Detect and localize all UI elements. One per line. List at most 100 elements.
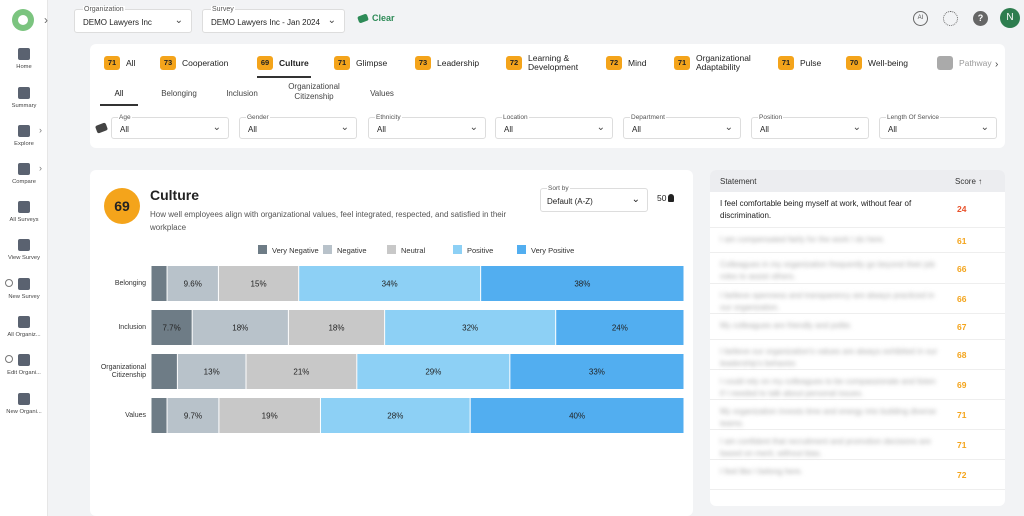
bar-segment[interactable] — [151, 354, 177, 389]
tab-pathway[interactable]: Pathway — [937, 52, 992, 74]
statement-row[interactable]: I am compensated fairly for the work I d… — [710, 228, 1005, 253]
tab-cooperation[interactable]: 73 Cooperation — [160, 52, 228, 74]
statement-row[interactable]: I feel comfortable being myself at work,… — [710, 192, 1005, 228]
bar-segment[interactable] — [481, 266, 684, 301]
tab-learning[interactable]: 72 Learning & Development — [506, 52, 578, 74]
app-logo[interactable] — [12, 9, 34, 31]
statement-row[interactable]: I could rely on my colleagues to be comp… — [710, 370, 1005, 400]
chevron-down-icon: ⌄ — [212, 122, 221, 133]
sidebar-item-home[interactable]: Home — [0, 48, 48, 70]
clipboard-icon — [18, 87, 30, 99]
bar-segment[interactable] — [167, 266, 218, 301]
statement-row[interactable]: Colleagues in my organization frequently… — [710, 253, 1005, 284]
expand-sidebar-icon[interactable]: › — [44, 13, 48, 27]
bar-segment[interactable] — [385, 310, 556, 345]
score-header-label: Score — [955, 177, 976, 186]
subtab-inclusion[interactable]: Inclusion — [226, 89, 258, 98]
bar-segment[interactable] — [470, 398, 684, 433]
filter-gender[interactable]: Gender All ⌄ — [239, 114, 357, 139]
clear-label: Clear — [372, 13, 395, 23]
filter-age[interactable]: Age All ⌄ — [111, 114, 229, 139]
filter-ethnicity[interactable]: Ethnicity All ⌄ — [368, 114, 486, 139]
sidebar-item-compare[interactable]: Compare › — [0, 163, 48, 185]
sidebar-item-new-survey[interactable]: New Survey — [0, 278, 48, 300]
statement-row[interactable]: My colleagues are friendly and polite. 67 — [710, 314, 1005, 340]
bar-segment[interactable] — [357, 354, 510, 389]
tab-leadership[interactable]: 73 Leadership — [415, 52, 479, 74]
organization-select[interactable]: Organization DEMO Lawyers Inc ⌄ — [74, 6, 192, 33]
sidebar-item-label: Edit Organi... — [7, 370, 41, 376]
info-icon — [5, 279, 13, 287]
bar-segment[interactable] — [246, 354, 357, 389]
ai-assistant-icon[interactable]: AI — [913, 11, 928, 26]
filter-location[interactable]: Location All ⌄ — [495, 114, 613, 139]
subtab-belonging[interactable]: Belonging — [161, 89, 197, 98]
bar-segment[interactable] — [288, 310, 385, 345]
legend-item: Very Negative — [258, 245, 319, 255]
statement-text: I feel comfortable being myself at work,… — [720, 199, 912, 220]
organizations-icon — [18, 316, 30, 328]
chevron-right-icon[interactable]: › — [995, 59, 999, 70]
sidebar-item-all-organiz[interactable]: All Organiz... — [0, 316, 48, 338]
active-tab-underline — [257, 76, 311, 78]
avatar[interactable]: N — [1000, 8, 1020, 28]
sidebar-item-all-surveys[interactable]: All Surveys — [0, 201, 48, 223]
chevron-right-icon[interactable]: › — [39, 125, 42, 135]
subtab-values[interactable]: Values — [370, 89, 394, 98]
score-column-header[interactable]: Score ↑ — [955, 177, 982, 186]
filter-label: Department — [630, 114, 666, 122]
statement-column-header[interactable]: Statement — [720, 177, 757, 186]
tab-well-being[interactable]: 70 Well-being — [846, 52, 908, 74]
tab-glimpse[interactable]: 71 Glimpse — [334, 52, 387, 74]
bar-segment[interactable] — [151, 398, 167, 433]
sidebar-item-edit-organi[interactable]: Edit Organi... — [0, 354, 48, 376]
bar-segment[interactable] — [299, 266, 481, 301]
filter-length-of-service[interactable]: Length Of Service All ⌄ — [879, 114, 997, 139]
surveys-icon — [18, 201, 30, 213]
tab-label: Mind — [628, 57, 647, 68]
bar-segment[interactable] — [167, 398, 219, 433]
bar-segment[interactable] — [218, 266, 299, 301]
sidebar-item-explore[interactable]: Explore › — [0, 125, 48, 147]
statement-row[interactable]: My organization invests time and energy … — [710, 400, 1005, 430]
sort-select[interactable]: Sort by Default (A-Z) ⌄ — [540, 185, 648, 212]
tab-culture[interactable]: 69 Culture — [257, 52, 309, 74]
sidebar-item-summary[interactable]: Summary — [0, 87, 48, 109]
bar-segment[interactable] — [192, 310, 288, 345]
statement-row[interactable]: I feel like I belong here. 72 — [710, 460, 1005, 490]
bar-segment[interactable] — [510, 354, 684, 389]
subtab-organizational[interactable]: Organizational Citizenship — [288, 82, 340, 101]
compare-icon — [18, 163, 30, 175]
bar-segment[interactable] — [177, 354, 246, 389]
statement-row[interactable]: I am confident that recruitment and prom… — [710, 430, 1005, 460]
person-icon — [668, 194, 675, 202]
chevron-down-icon: ⌄ — [724, 122, 733, 133]
clear-filters-icon[interactable] — [94, 122, 109, 134]
culture-description: How well employees align with organizati… — [150, 210, 507, 232]
filter-position[interactable]: Position All ⌄ — [751, 114, 869, 139]
tab-mind[interactable]: 72 Mind — [606, 52, 646, 74]
tab-pulse[interactable]: 71 Pulse — [778, 52, 821, 74]
statement-row[interactable]: I believe our organization's values are … — [710, 340, 1005, 370]
bar-segment[interactable] — [556, 310, 684, 345]
survey-select[interactable]: Survey DEMO Lawyers Inc - Jan 2024 ⌄ — [202, 6, 345, 33]
tab-organizational[interactable]: 71 Organizational Adaptability — [674, 52, 751, 74]
sidebar-item-view-survey[interactable]: View Survey — [0, 239, 48, 261]
tab-score-badge: 73 — [415, 56, 431, 70]
bar-segment[interactable] — [151, 266, 167, 301]
statement-row[interactable]: I believe openness and transparency are … — [710, 284, 1005, 314]
clear-button[interactable]: Clear — [357, 13, 395, 24]
sidebar-item-label: Home — [16, 64, 32, 70]
bar-data-label: 38% — [574, 280, 590, 289]
settings-icon[interactable] — [943, 11, 958, 26]
sidebar-item-new-organi[interactable]: New Organi... — [0, 393, 48, 415]
help-icon[interactable]: ? — [973, 11, 988, 26]
tab-all[interactable]: 71 All — [104, 52, 135, 74]
filter-department[interactable]: Department All ⌄ — [623, 114, 741, 139]
bar-segment[interactable] — [151, 310, 192, 345]
bar-segment[interactable] — [320, 398, 470, 433]
eraser-icon — [357, 13, 369, 24]
chevron-right-icon[interactable]: › — [39, 163, 42, 173]
bar-segment[interactable] — [219, 398, 320, 433]
subtab-all[interactable]: All — [114, 89, 124, 98]
